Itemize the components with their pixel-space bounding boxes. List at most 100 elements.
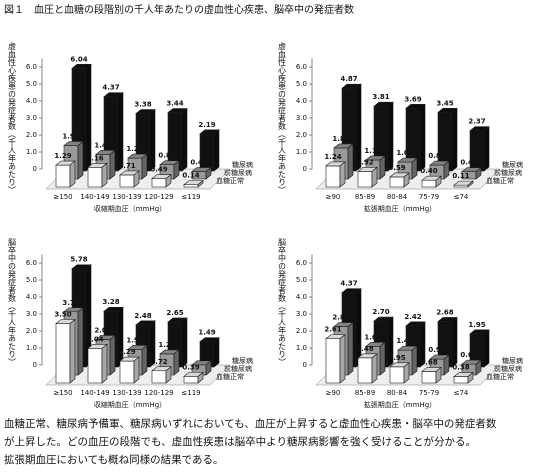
legend-label: 血糖正常 — [486, 176, 514, 185]
y-tick-label: 0 — [33, 361, 37, 369]
x-tick-label: 75-79 — [419, 389, 439, 397]
bar-side — [387, 101, 394, 172]
bar-side — [101, 343, 108, 384]
note-line: が上昇した。どの血圧の段階でも、虚血性疾患は脳卒中より糖尿病影響を強く受けること… — [4, 435, 476, 448]
bar-front — [453, 376, 469, 384]
bar-side — [475, 167, 482, 180]
value-label: 3.28 — [102, 298, 119, 306]
x-tick-label: ≤119 — [181, 389, 200, 397]
bar-side — [411, 345, 418, 376]
y-tick-label: 6.0 — [296, 63, 307, 71]
y-tick-label: 6.0 — [26, 259, 37, 267]
legend-label: 血糖正常 — [216, 176, 244, 185]
bar-front — [87, 166, 103, 188]
bar-side — [403, 362, 410, 384]
bar-side — [205, 166, 212, 180]
bar-front — [325, 338, 341, 384]
bar-side — [205, 360, 212, 376]
y-tick-label: 3.0 — [26, 114, 37, 122]
x-tick-label: ≥90 — [326, 193, 341, 201]
bar-side — [181, 317, 188, 368]
value-label: 0.40 — [420, 167, 437, 175]
figure-title: 図１ 血圧と血糖の段階別の千人年あたりの虚血性心疾患、脳卒中の発症者数 — [4, 3, 354, 16]
y-tick-label: 5.0 — [26, 276, 37, 284]
value-label: 3.69 — [404, 95, 421, 103]
bar-front — [151, 178, 167, 188]
legend-label: 血糖正常 — [216, 372, 244, 381]
bar-side — [149, 320, 156, 368]
value-label: 4.87 — [340, 75, 357, 83]
value-label: 2.61 — [324, 326, 341, 334]
value-label: 2.65 — [166, 309, 183, 317]
bar-side — [101, 162, 108, 188]
bar-side — [141, 153, 148, 180]
x-axis-title: 拡張期血圧（mmHg） — [364, 400, 436, 409]
x-tick-label: 120-129 — [144, 389, 173, 397]
bar-side — [347, 321, 354, 376]
value-label: 4.37 — [102, 84, 119, 92]
y-tick-label: 1.0 — [26, 344, 37, 352]
bar-side — [149, 108, 156, 172]
bar-side — [339, 334, 346, 384]
x-tick-label: 85-89 — [355, 193, 375, 201]
value-label: 0.38 — [452, 364, 469, 372]
x-axis-title: 収縮期血圧（mmHg） — [94, 400, 166, 409]
value-label: 0.14 — [182, 172, 199, 180]
bar-front — [119, 360, 135, 384]
x-tick-label: 140-149 — [80, 389, 109, 397]
value-label: 1.83 — [332, 135, 349, 143]
y-tick-label: 4.0 — [26, 293, 37, 301]
bar-side — [451, 316, 458, 368]
bar-front — [183, 184, 199, 188]
bar-front — [357, 357, 373, 384]
value-label: 1.24 — [158, 341, 175, 349]
value-label: 1.69 — [364, 333, 381, 341]
bar-side — [173, 160, 180, 180]
bar-front — [421, 371, 437, 384]
value-label: 3.50 — [54, 311, 71, 319]
y-tick-label: 0 — [33, 165, 37, 173]
value-label: 0.92 — [356, 158, 373, 166]
value-label: 4.37 — [340, 280, 357, 288]
legend-label: 前糖尿病 — [224, 364, 252, 373]
x-tick-label: 75-79 — [419, 193, 439, 201]
bar-side — [379, 341, 386, 376]
y-tick-label: 1.0 — [26, 148, 37, 156]
bar-side — [213, 337, 220, 368]
x-tick-label: 140-149 — [80, 193, 109, 201]
value-label: 0.39 — [182, 363, 199, 371]
value-label: 1.48 — [356, 345, 373, 353]
bar-side — [483, 329, 490, 368]
bar-side — [379, 155, 386, 180]
legend-label: 前糖尿病 — [494, 364, 522, 373]
y-tick-label: 2.0 — [26, 131, 37, 139]
y-tick-label: 2.0 — [296, 327, 307, 335]
x-tick-label: 130-139 — [112, 389, 141, 397]
value-label: 0.43 — [460, 159, 477, 167]
x-tick-label: 120-129 — [144, 193, 173, 201]
value-label: 1.45 — [94, 141, 111, 149]
value-label: 2.04 — [86, 335, 103, 343]
bar-side — [133, 356, 140, 384]
value-label: 6.04 — [70, 55, 87, 63]
bar-side — [443, 354, 450, 376]
bar-side — [435, 366, 442, 384]
bar-front — [151, 370, 167, 384]
bar-side — [419, 103, 426, 172]
bar-side — [109, 334, 116, 376]
legend-label: 糖尿病 — [232, 160, 253, 169]
value-label: 2.70 — [372, 308, 389, 316]
value-label: 5.78 — [70, 256, 87, 264]
value-label: 2.19 — [198, 121, 215, 129]
x-axis-title: 拡張期血圧（mmHg） — [364, 204, 436, 213]
bar-side — [133, 170, 140, 188]
bar-side — [371, 166, 378, 188]
bar-side — [467, 180, 474, 188]
x-tick-label: ≤119 — [181, 193, 200, 201]
bar-side — [443, 160, 450, 180]
bar-side — [181, 107, 188, 172]
legend-label: 血糖正常 — [486, 372, 514, 381]
bar-side — [69, 160, 76, 188]
bar-side — [197, 371, 204, 384]
bar-side — [77, 140, 84, 180]
